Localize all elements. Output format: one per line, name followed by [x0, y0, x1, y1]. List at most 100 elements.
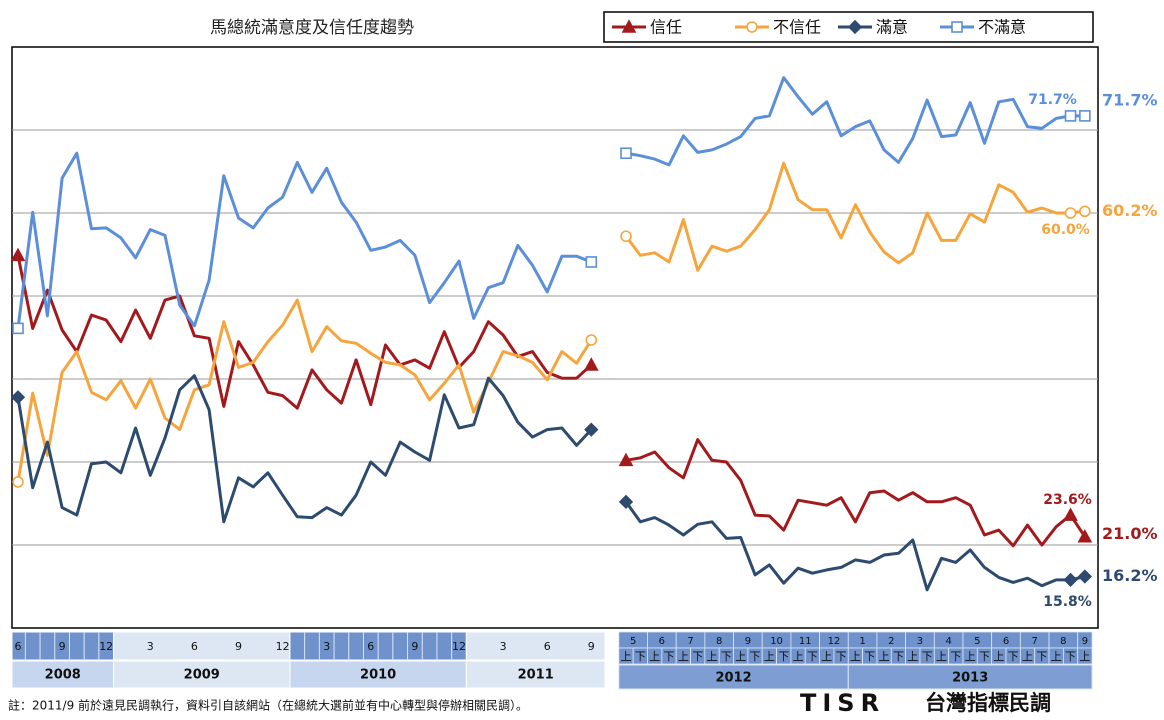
- x-half-label: 下: [1036, 650, 1047, 663]
- x-half-label: 下: [950, 650, 961, 663]
- value-label: 60.2%: [1102, 201, 1158, 220]
- axis-year-cell: [11, 660, 115, 689]
- marker: [618, 452, 634, 467]
- marker: [1077, 529, 1093, 543]
- x-half-label: 上: [1079, 650, 1090, 663]
- x-half-label: 下: [778, 650, 789, 663]
- x-tick-label: 11: [799, 636, 812, 647]
- axis-year-cell: [618, 664, 849, 690]
- footnote: 註：2011/9 前於遠見民調執行，資料引自該網站（在總統大選前並有中心轉型與停…: [8, 698, 528, 713]
- marker: [1064, 110, 1077, 122]
- x-year-label: 2011: [518, 668, 554, 683]
- x-tick-label: 12: [828, 636, 841, 647]
- legend-marker: [847, 19, 863, 35]
- x-half-label: 上: [678, 650, 689, 663]
- x-year-label: 2012: [715, 671, 751, 686]
- marker: [1077, 569, 1093, 584]
- x-year-label: 2009: [184, 668, 220, 683]
- x-half-label: 上: [907, 650, 918, 663]
- x-half-label: 下: [807, 650, 818, 663]
- x-half-label: 上: [793, 650, 804, 663]
- x-half-label: 下: [721, 650, 732, 663]
- x-tick-label: 12: [99, 640, 113, 653]
- x-tick-label: 9: [745, 636, 751, 647]
- series-line: [16, 374, 1086, 592]
- x-tick-label: 12: [276, 640, 290, 653]
- marker: [585, 256, 598, 268]
- marker: [584, 422, 599, 437]
- x-half-label: 下: [692, 650, 703, 663]
- x-half-label: 上: [735, 650, 746, 663]
- value-label: 71.7%: [1028, 92, 1077, 108]
- x-tick-label: 5: [630, 636, 636, 647]
- legend-label: 信任: [650, 18, 682, 37]
- x-half-label: 下: [1065, 650, 1076, 663]
- x-tick-label: 4: [945, 636, 951, 647]
- marker: [12, 322, 24, 335]
- axis-year-cell: [465, 660, 606, 689]
- x-tick-label: 8: [1060, 636, 1066, 647]
- axis-cell: [465, 631, 606, 661]
- series-line: [16, 76, 1085, 329]
- x-tick-label: 9: [59, 640, 66, 653]
- x-half-label: 上: [850, 650, 861, 663]
- x-half-label: 上: [649, 650, 660, 663]
- x-tick-label: 1: [859, 636, 865, 647]
- x-tick-label: 8: [716, 636, 722, 647]
- x-half-label: 下: [864, 650, 875, 663]
- marker: [583, 357, 599, 371]
- value-label: 60.0%: [1041, 222, 1090, 238]
- value-label: 15.8%: [1043, 594, 1092, 610]
- marker: [1064, 207, 1077, 219]
- x-tick-label: 2: [888, 636, 894, 647]
- x-half-label: 下: [979, 650, 990, 663]
- x-half-label: 下: [635, 650, 646, 663]
- marker: [585, 334, 598, 346]
- x-half-label: 上: [707, 650, 718, 663]
- axis-cell: [1077, 647, 1093, 665]
- value-label: 23.6%: [1043, 492, 1092, 508]
- x-half-label: 上: [764, 650, 775, 663]
- x-tick-label: 6: [367, 640, 374, 653]
- x-tick-label: 6: [544, 640, 551, 653]
- chart-title: 馬總統滿意度及信任度趨勢: [210, 18, 414, 38]
- x-half-label: 下: [836, 650, 847, 663]
- legend-label: 不滿意: [978, 18, 1026, 37]
- marker: [1063, 572, 1078, 587]
- x-tick-label: 6: [15, 640, 22, 653]
- x-tick-label: 7: [1032, 636, 1038, 647]
- x-tick-label: 9: [588, 640, 595, 653]
- x-tick-label: 3: [147, 640, 154, 653]
- x-half-label: 上: [821, 650, 832, 663]
- x-tick-label: 6: [191, 640, 198, 653]
- series-line: [16, 161, 1086, 483]
- marker: [618, 494, 634, 509]
- x-half-label: 上: [993, 650, 1004, 663]
- x-half-label: 下: [893, 650, 904, 663]
- plot-frame: [11, 46, 1099, 629]
- marker: [620, 230, 632, 243]
- x-half-label: 上: [879, 650, 890, 663]
- x-half-label: 下: [750, 650, 761, 663]
- x-tick-label: 10: [770, 636, 783, 647]
- axis-year-cell: [113, 660, 291, 689]
- x-tick-label: 12: [452, 640, 466, 653]
- legend-label: 滿意: [876, 18, 908, 37]
- x-year-label: 2008: [45, 668, 81, 683]
- axis-year-cell: [847, 664, 1093, 690]
- x-half-label: 下: [664, 650, 675, 663]
- value-label: 16.2%: [1102, 566, 1158, 585]
- marker: [1079, 110, 1091, 122]
- marker: [10, 390, 26, 405]
- x-half-label: 下: [1008, 650, 1019, 663]
- x-half-label: 上: [1022, 650, 1033, 663]
- x-year-label: 2013: [952, 671, 988, 686]
- axis-cell: [11, 631, 115, 661]
- x-half-label: 上: [621, 650, 632, 663]
- x-half-label: 上: [965, 650, 976, 663]
- x-half-label: 上: [936, 650, 947, 663]
- x-tick-label: 7: [687, 636, 693, 647]
- x-tick-label: 6: [659, 636, 665, 647]
- x-tick-label: 9: [1082, 636, 1088, 647]
